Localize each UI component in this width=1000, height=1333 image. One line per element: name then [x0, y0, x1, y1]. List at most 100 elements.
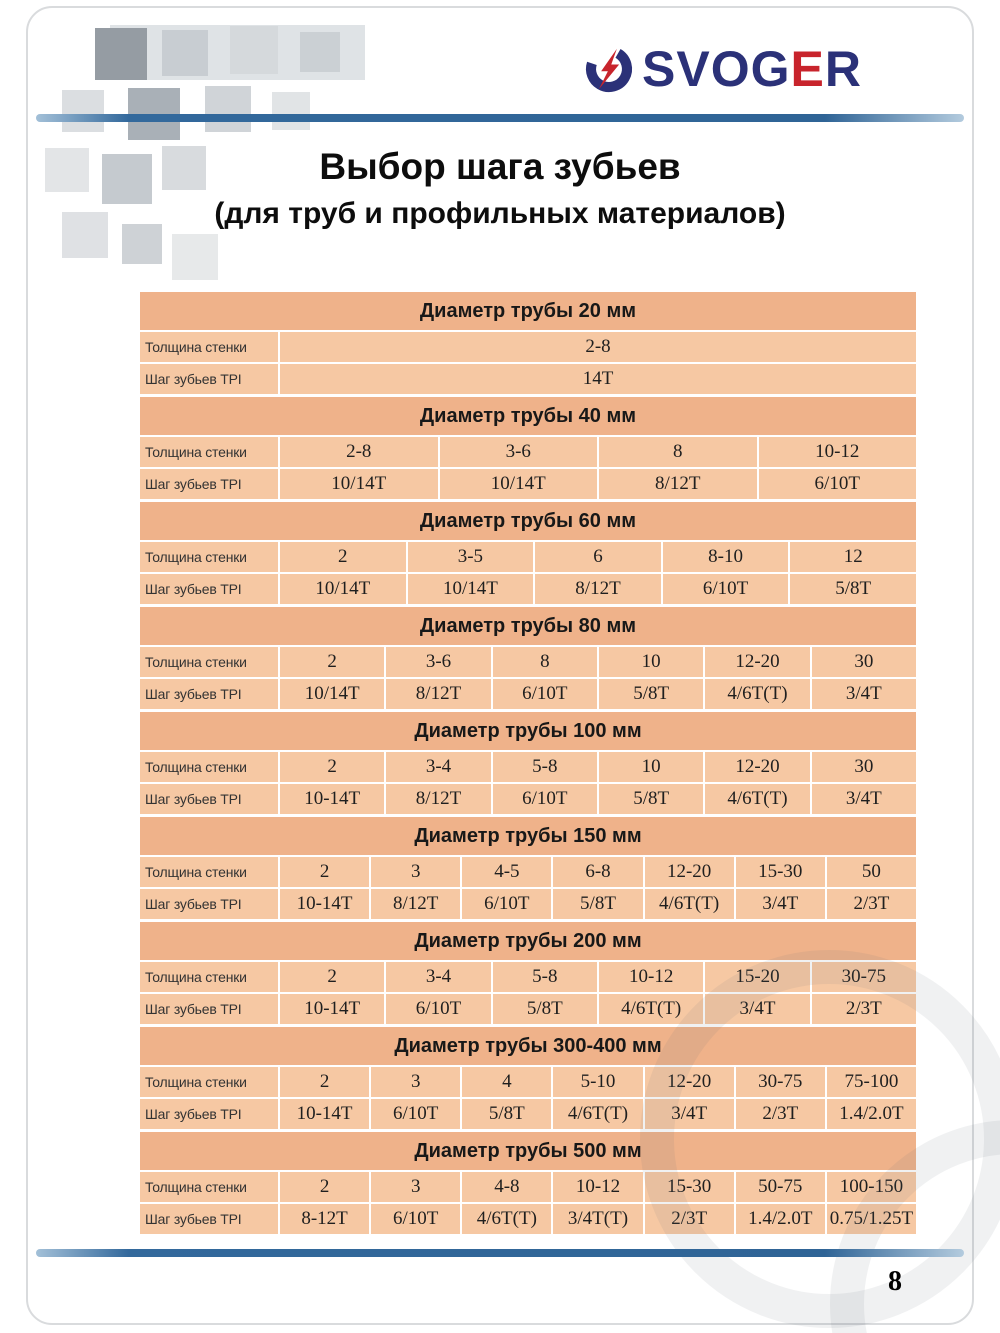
tpi-value: 4/6T(T)	[599, 994, 704, 1024]
row-label-tpi: Шаг зубьев TPI	[140, 1204, 278, 1234]
thickness-value: 2-8	[280, 437, 438, 467]
tpi-value: 8/12T	[386, 784, 491, 814]
row-label-tpi: Шаг зубьев TPI	[140, 784, 278, 814]
thickness-value: 2	[280, 857, 370, 887]
thickness-value: 50-75	[735, 1172, 825, 1202]
thickness-value: 4-8	[462, 1172, 552, 1202]
logo-text-part2: E	[790, 41, 825, 97]
row-label-tpi: Шаг зубьев TPI	[140, 469, 278, 499]
page-number: 8	[888, 1266, 902, 1297]
thickness-value: 30-75	[811, 962, 916, 992]
tables-container: Диаметр трубы 20 мм Толщина стенки 2-8 Шаг …	[140, 292, 916, 1237]
tpi-value: 6/10T	[492, 784, 597, 814]
tpi-value: 3/4T(T)	[553, 1204, 643, 1234]
tpi-value: 5/8T	[492, 994, 597, 1024]
thickness-value: 2	[280, 752, 385, 782]
thickness-value: 50	[826, 857, 916, 887]
thickness-value: 8-10	[662, 542, 789, 572]
decor-square	[95, 28, 147, 80]
tpi-value: 8/12T	[599, 469, 757, 499]
thickness-value: 15-30	[735, 857, 825, 887]
thickness-value: 3	[371, 857, 461, 887]
table-grid: Толщина стенки 2 3-6 8 10 12-20 30 Шаг зубьев T…	[140, 647, 916, 709]
tpi-value: 8/12T	[386, 679, 491, 709]
row-label-tpi: Шаг зубьев TPI	[140, 364, 278, 394]
table-title: Диаметр трубы 60 мм	[140, 502, 916, 540]
thickness-value: 75-100	[826, 1067, 916, 1097]
thickness-value: 12-20	[705, 647, 810, 677]
table-title: Диаметр трубы 100 мм	[140, 712, 916, 750]
decor-square	[102, 154, 152, 204]
tpi-value: 6/10T	[662, 574, 789, 604]
logo-text-part1: SVOG	[642, 41, 791, 97]
tpi-value: 5/8T	[599, 784, 704, 814]
diameter-table-3: Диаметр трубы 80 мм Толщина стенки 2 3-6 8 10…	[140, 607, 916, 709]
page-subtitle: (для труб и профильных материалов)	[214, 197, 786, 230]
table-title: Диаметр трубы 150 мм	[140, 817, 916, 855]
table-grid: Толщина стенки 2 3-5 6 8-10 12 Шаг зубьев TPI 1…	[140, 542, 916, 604]
tpi-value: 10/14T	[280, 679, 385, 709]
tpi-value: 5/8T	[790, 574, 916, 604]
thickness-value: 4	[462, 1067, 552, 1097]
thickness-value: 3-4	[386, 752, 491, 782]
thickness-value: 8	[599, 437, 757, 467]
thickness-value: 5-10	[553, 1067, 643, 1097]
row-label-thickness: Толщина стенки	[140, 752, 278, 782]
thickness-value: 15-30	[644, 1172, 734, 1202]
tpi-value: 6/10T	[386, 994, 491, 1024]
tpi-value: 2/3T	[735, 1099, 825, 1129]
row-label-tpi: Шаг зубьев TPI	[140, 994, 278, 1024]
table-title: Диаметр трубы 200 мм	[140, 922, 916, 960]
tpi-value: 3/4T	[735, 889, 825, 919]
decor-square	[205, 86, 251, 132]
tpi-value: 4/6T(T)	[644, 889, 734, 919]
table-grid: Толщина стенки 2-8 Шаг зубьев TPI 14T	[140, 332, 916, 394]
thickness-value: 12	[790, 542, 916, 572]
logo-text-part3: R	[824, 41, 862, 97]
diameter-table-6: Диаметр трубы 200 мм Толщина стенки 2 3-4 5-…	[140, 922, 916, 1024]
decor-square	[62, 90, 104, 132]
thickness-value: 10-12	[599, 962, 704, 992]
tpi-value: 3/4T	[811, 784, 916, 814]
decor-square	[300, 32, 340, 72]
row-label-thickness: Толщина стенки	[140, 647, 278, 677]
row-label-tpi: Шаг зубьев TPI	[140, 679, 278, 709]
thickness-value: 2	[280, 1172, 370, 1202]
thickness-value: 6-8	[553, 857, 643, 887]
thickness-value: 3	[371, 1067, 461, 1097]
row-label-thickness: Толщина стенки	[140, 542, 278, 572]
thickness-value: 5-8	[492, 962, 597, 992]
tpi-value: 1.4/2.0T	[826, 1099, 916, 1129]
thickness-value: 3-5	[407, 542, 534, 572]
tpi-value: 10-14T	[280, 889, 370, 919]
table-title: Диаметр трубы 300-400 мм	[140, 1027, 916, 1065]
thickness-value: 30	[811, 752, 916, 782]
thickness-value: 2	[280, 542, 406, 572]
thickness-value: 2	[280, 647, 385, 677]
thickness-value: 3-6	[439, 437, 597, 467]
diameter-table-1: Диаметр трубы 40 мм Толщина стенки 2-8 3-6 8…	[140, 397, 916, 499]
thickness-value: 4-5	[462, 857, 552, 887]
tpi-value: 14T	[280, 364, 916, 394]
decor-square	[162, 146, 206, 190]
decor-square	[230, 26, 278, 74]
tpi-value: 3/4T	[811, 679, 916, 709]
tpi-value: 4/6T(T)	[705, 679, 810, 709]
row-label-tpi: Шаг зубьев TPI	[140, 574, 278, 604]
row-label-thickness: Толщина стенки	[140, 962, 278, 992]
thickness-value: 2	[280, 1067, 370, 1097]
decor-square	[162, 30, 208, 76]
diameter-table-7: Диаметр трубы 300-400 мм Толщина стенки 2 3…	[140, 1027, 916, 1129]
tpi-value: 0.75/1.25T	[826, 1204, 916, 1234]
tpi-value: 3/4T	[705, 994, 810, 1024]
diameter-table-8: Диаметр трубы 500 мм Толщина стенки 2 3 4-8 1…	[140, 1132, 916, 1234]
tpi-value: 10/14T	[439, 469, 597, 499]
thickness-value: 100-150	[826, 1172, 916, 1202]
page-title: Выбор шага зубьев	[319, 146, 681, 187]
diameter-table-0: Диаметр трубы 20 мм Толщина стенки 2-8 Шаг …	[140, 292, 916, 394]
tpi-value: 4/6T(T)	[553, 1099, 643, 1129]
tpi-value: 8/12T	[535, 574, 661, 604]
tpi-value: 8-12T	[280, 1204, 370, 1234]
tpi-value: 2/3T	[644, 1204, 734, 1234]
tpi-value: 4/6T(T)	[705, 784, 810, 814]
